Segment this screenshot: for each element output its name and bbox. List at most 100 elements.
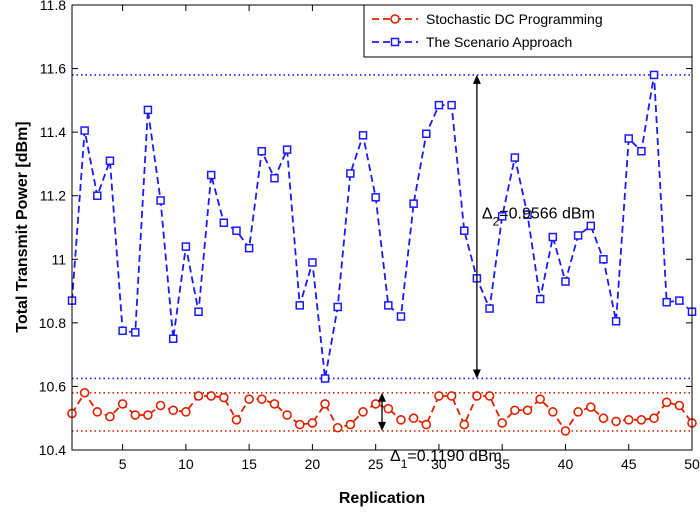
- data-point: [408, 413, 419, 424]
- data-point: [585, 402, 596, 412]
- annotation-1: Δ1=0.1190 dBm: [378, 392, 502, 471]
- x-tick-label: 50: [684, 456, 700, 472]
- data-point: [497, 418, 508, 428]
- annotation-arrow-head: [472, 74, 481, 84]
- data-point: [345, 419, 356, 430]
- data-point: [308, 258, 317, 267]
- data-point: [282, 145, 292, 154]
- data-point: [662, 297, 671, 307]
- data-point: [118, 326, 127, 336]
- data-point: [383, 403, 394, 414]
- data-point: [156, 196, 165, 205]
- data-point: [523, 210, 532, 220]
- data-point: [93, 191, 102, 200]
- data-point: [434, 100, 444, 110]
- data-point: [637, 146, 646, 156]
- y-tick-label: 11.4: [40, 124, 66, 140]
- legend-label: The Scenario Approach: [426, 34, 572, 50]
- data-point: [92, 407, 103, 417]
- series-layer: [67, 70, 697, 436]
- x-tick-label: 40: [558, 456, 574, 472]
- data-point: [624, 134, 633, 143]
- data-point: [674, 400, 685, 411]
- x-tick-label: 30: [431, 456, 447, 472]
- data-point: [560, 426, 571, 436]
- series-1: [67, 387, 697, 436]
- data-point: [447, 100, 456, 110]
- data-point: [143, 410, 153, 420]
- data-point: [294, 419, 305, 430]
- y-axis-label: Total Transmit Power [dBm]: [14, 121, 31, 332]
- data-point: [623, 415, 634, 425]
- data-point: [168, 334, 178, 343]
- data-point: [384, 301, 393, 310]
- data-point: [535, 294, 545, 304]
- data-point: [586, 221, 596, 231]
- data-point: [421, 419, 432, 430]
- y-tick-label: 10.4: [39, 442, 66, 458]
- x-tick-label: 5: [119, 456, 127, 472]
- data-point: [675, 296, 684, 305]
- x-tick-label: 45: [621, 456, 637, 472]
- data-point: [510, 153, 520, 162]
- data-point: [649, 413, 659, 424]
- data-point: [598, 413, 609, 424]
- data-point: [231, 415, 242, 425]
- data-point: [206, 170, 216, 180]
- data-point: [105, 156, 115, 165]
- data-point: [219, 218, 229, 227]
- data-point: [573, 231, 583, 240]
- data-point: [522, 405, 533, 416]
- annotations: Δ2=0.9566 dBm Δ1=0.1190 dBm: [378, 74, 595, 471]
- x-tick-label: 15: [241, 456, 257, 472]
- data-point: [79, 387, 90, 398]
- data-point: [459, 226, 469, 235]
- data-point: [269, 399, 280, 409]
- annotation-label: Δ2=0.9566 dBm: [482, 206, 595, 229]
- data-point: [371, 193, 380, 202]
- data-point: [256, 394, 267, 404]
- data-point: [332, 422, 343, 433]
- data-point: [649, 70, 659, 80]
- data-point: [434, 391, 444, 401]
- data-point: [358, 407, 368, 417]
- data-point: [548, 232, 558, 242]
- y-tick-label: 11.2: [40, 188, 66, 204]
- tick-layer: 5 10 15 20 25 30 35 40 45 50 10.4 10.6 10.8 11 11.2 11.…: [39, 0, 700, 472]
- x-tick-label: 10: [178, 456, 194, 472]
- data-point: [130, 410, 141, 420]
- data-point: [244, 394, 254, 404]
- data-point: [105, 411, 115, 422]
- data-point: [131, 328, 140, 337]
- data-point: [193, 391, 204, 401]
- x-axis-label: Replication: [339, 490, 425, 507]
- data-point: [181, 242, 191, 251]
- y-tick-label: 10.6: [39, 378, 66, 394]
- data-point: [510, 405, 520, 416]
- data-point: [396, 312, 406, 321]
- data-point: [307, 418, 318, 428]
- data-point: [181, 407, 191, 417]
- plot-background: [72, 5, 692, 450]
- data-point: [219, 392, 229, 403]
- data-point: [143, 105, 153, 115]
- data-point: [497, 212, 507, 221]
- data-point: [282, 410, 292, 420]
- data-point: [194, 307, 203, 316]
- x-tick-label: 20: [305, 456, 321, 472]
- data-point: [661, 397, 672, 408]
- legend-label: Stochastic DC Programming: [426, 11, 603, 27]
- legend-marker: [390, 14, 400, 24]
- data-point: [459, 419, 470, 430]
- x-tick-label: 35: [494, 456, 510, 472]
- data-point: [244, 243, 254, 253]
- data-point: [535, 394, 545, 404]
- data-point: [295, 301, 305, 310]
- y-tick-label: 11: [51, 251, 66, 267]
- annotation-2: Δ2=0.9566 dBm: [472, 74, 595, 379]
- data-point: [232, 226, 241, 235]
- data-point: [485, 304, 494, 313]
- data-point: [573, 407, 583, 417]
- data-point: [446, 391, 457, 401]
- data-point: [370, 399, 381, 409]
